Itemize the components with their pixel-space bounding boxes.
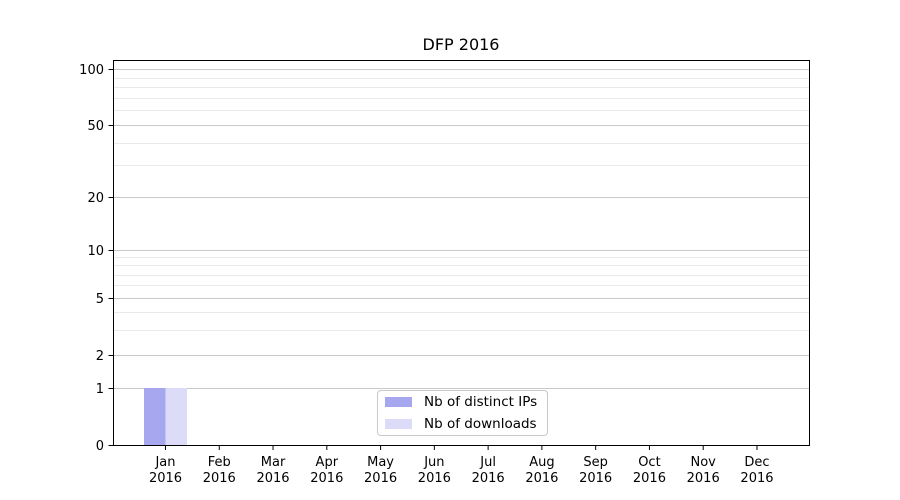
legend-swatch-downloads [385, 419, 412, 429]
y-tick-label: 10 [87, 244, 104, 259]
x-tick-label: Jun 2016 [418, 455, 451, 486]
y-tick-label: 100 [79, 63, 104, 78]
x-tick-label: Sep 2016 [579, 455, 612, 486]
y-tick-label: 0 [96, 439, 104, 454]
x-tick-label: May 2016 [364, 455, 397, 486]
x-tick-label: Jan 2016 [149, 455, 182, 486]
axes-spines [113, 60, 810, 446]
bar-jan-series0 [144, 388, 166, 445]
axis-ticks [108, 69, 758, 450]
x-tick-label: Nov 2016 [687, 455, 720, 486]
x-tick-label: Oct 2016 [633, 455, 666, 486]
legend-entry-downloads: Nb of downloads [385, 416, 538, 432]
x-tick-label: Feb 2016 [203, 455, 236, 486]
bars [144, 388, 187, 445]
y-tick-label: 1 [96, 382, 104, 397]
x-tick-label: Mar 2016 [256, 455, 289, 486]
bar-jan-series1 [165, 388, 187, 445]
chart-title: DFP 2016 [422, 35, 500, 54]
y-tick-label: 5 [96, 292, 104, 307]
major-gridlines [113, 69, 809, 389]
y-tick-label: 50 [87, 119, 104, 134]
x-tick-labels: Jan 2016 Feb 2016 Mar 2016 Apr 2016 May 2016 Jun 20… [149, 455, 774, 486]
y-tick-label: 2 [96, 349, 104, 364]
y-tick-label: 20 [87, 191, 104, 206]
legend-swatch-distinct-ips [385, 397, 412, 407]
legend-entry-distinct-ips: Nb of distinct IPs [385, 394, 538, 410]
plot-frame [113, 60, 810, 446]
legend-label-distinct-ips: Nb of distinct IPs [424, 394, 538, 410]
legend-label-downloads: Nb of downloads [424, 416, 537, 432]
minor-gridlines [113, 78, 809, 331]
x-tick-label: Aug 2016 [525, 455, 558, 486]
legend: Nb of distinct IPs Nb of downloads [377, 390, 548, 436]
x-tick-label: Apr 2016 [310, 455, 343, 486]
y-tick-labels: 0 1 2 5 10 20 50 100 [79, 63, 104, 454]
x-tick-label: Jul 2016 [472, 455, 505, 486]
x-tick-label: Dec 2016 [740, 455, 773, 486]
